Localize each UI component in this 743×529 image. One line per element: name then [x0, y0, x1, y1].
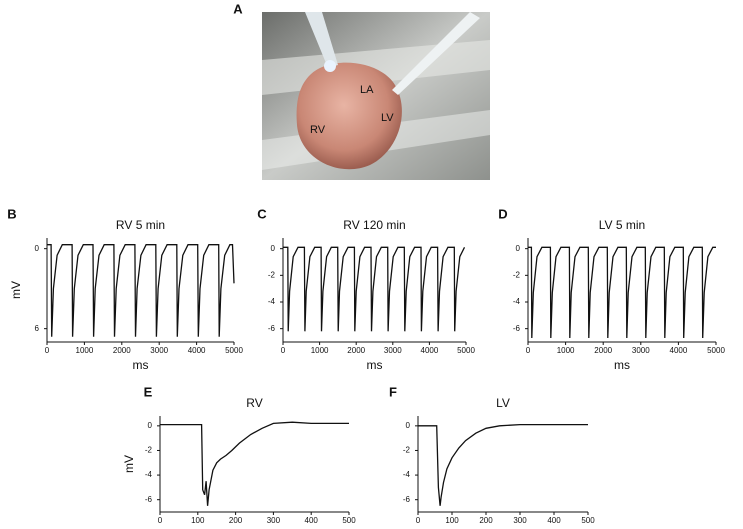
trace	[160, 421, 349, 506]
panel-label: D	[498, 206, 507, 221]
y-tick-label: -4	[268, 297, 276, 306]
x-tick-label: 200	[229, 516, 243, 525]
x-tick-label: 0	[158, 516, 163, 525]
y-tick-label: 0	[516, 244, 521, 253]
x-tick-label: 5000	[225, 346, 243, 355]
x-tick-label: 300	[267, 516, 281, 525]
x-tick-label: 500	[342, 516, 356, 525]
trace	[528, 246, 716, 339]
x-tick-label: 400	[547, 516, 561, 525]
y-tick-label: -2	[268, 270, 276, 279]
y-tick-label: 6	[35, 324, 40, 333]
photo-electrode	[305, 12, 338, 68]
x-tick-label: 4000	[670, 346, 688, 355]
x-axis-label: ms	[133, 358, 149, 372]
x-tick-label: 0	[526, 346, 531, 355]
photo-electrode-tip	[324, 60, 336, 72]
x-tick-label: 1000	[557, 346, 575, 355]
y-tick-label: 0	[271, 244, 276, 253]
y-tick-label: -4	[513, 297, 521, 306]
panel-label: E	[144, 384, 153, 399]
panel-label: F	[389, 384, 397, 399]
x-tick-label: 4000	[421, 346, 439, 355]
x-tick-label: 3000	[632, 346, 650, 355]
x-axis-label: ms	[367, 358, 383, 372]
panel-label: A	[233, 1, 243, 16]
x-tick-label: 1000	[76, 346, 94, 355]
x-tick-label: 5000	[707, 346, 725, 355]
y-tick-label: -6	[145, 495, 153, 504]
trace	[47, 244, 235, 337]
x-tick-label: 100	[191, 516, 205, 525]
photo-label: LA	[360, 84, 374, 96]
y-axis-label: mV	[9, 281, 23, 299]
y-tick-label: -6	[403, 495, 411, 504]
y-tick-label: -6	[268, 324, 276, 333]
x-tick-label: 0	[281, 346, 286, 355]
y-tick-label: -4	[145, 470, 153, 479]
y-tick-label: 0	[35, 244, 40, 253]
x-tick-label: 4000	[188, 346, 206, 355]
x-tick-label: 2000	[347, 346, 365, 355]
y-tick-label: 0	[148, 421, 153, 430]
y-tick-label: -2	[145, 446, 153, 455]
y-tick-label: -4	[403, 470, 411, 479]
x-tick-label: 300	[513, 516, 527, 525]
photo	[262, 12, 490, 180]
x-tick-label: 3000	[384, 346, 402, 355]
y-tick-label: 0	[406, 421, 411, 430]
x-tick-label: 200	[479, 516, 493, 525]
x-tick-label: 5000	[457, 346, 475, 355]
panel-label: C	[257, 206, 267, 221]
x-tick-label: 1000	[311, 346, 329, 355]
x-tick-label: 2000	[113, 346, 131, 355]
y-tick-label: -2	[403, 446, 411, 455]
y-axis-label: mV	[122, 455, 136, 473]
x-tick-label: 100	[445, 516, 459, 525]
trace	[283, 246, 466, 332]
y-tick-label: -6	[513, 324, 521, 333]
chart-title: RV 120 min	[343, 218, 405, 232]
x-tick-label: 2000	[594, 346, 612, 355]
panel-label: B	[7, 206, 16, 221]
chart-title: LV	[496, 396, 510, 410]
x-tick-label: 3000	[150, 346, 168, 355]
photo-label: RV	[310, 124, 326, 136]
chart-title: RV 5 min	[116, 218, 165, 232]
x-tick-label: 0	[416, 516, 421, 525]
chart-title: RV	[246, 396, 262, 410]
x-tick-label: 0	[45, 346, 50, 355]
photo-label: LV	[381, 112, 394, 124]
x-tick-label: 500	[581, 516, 595, 525]
x-tick-label: 400	[305, 516, 319, 525]
y-tick-label: -2	[513, 270, 521, 279]
photo-heart	[296, 62, 402, 170]
x-axis-label: ms	[614, 358, 630, 372]
photo-electrode	[392, 12, 480, 95]
trace	[418, 423, 588, 506]
chart-title: LV 5 min	[599, 218, 645, 232]
